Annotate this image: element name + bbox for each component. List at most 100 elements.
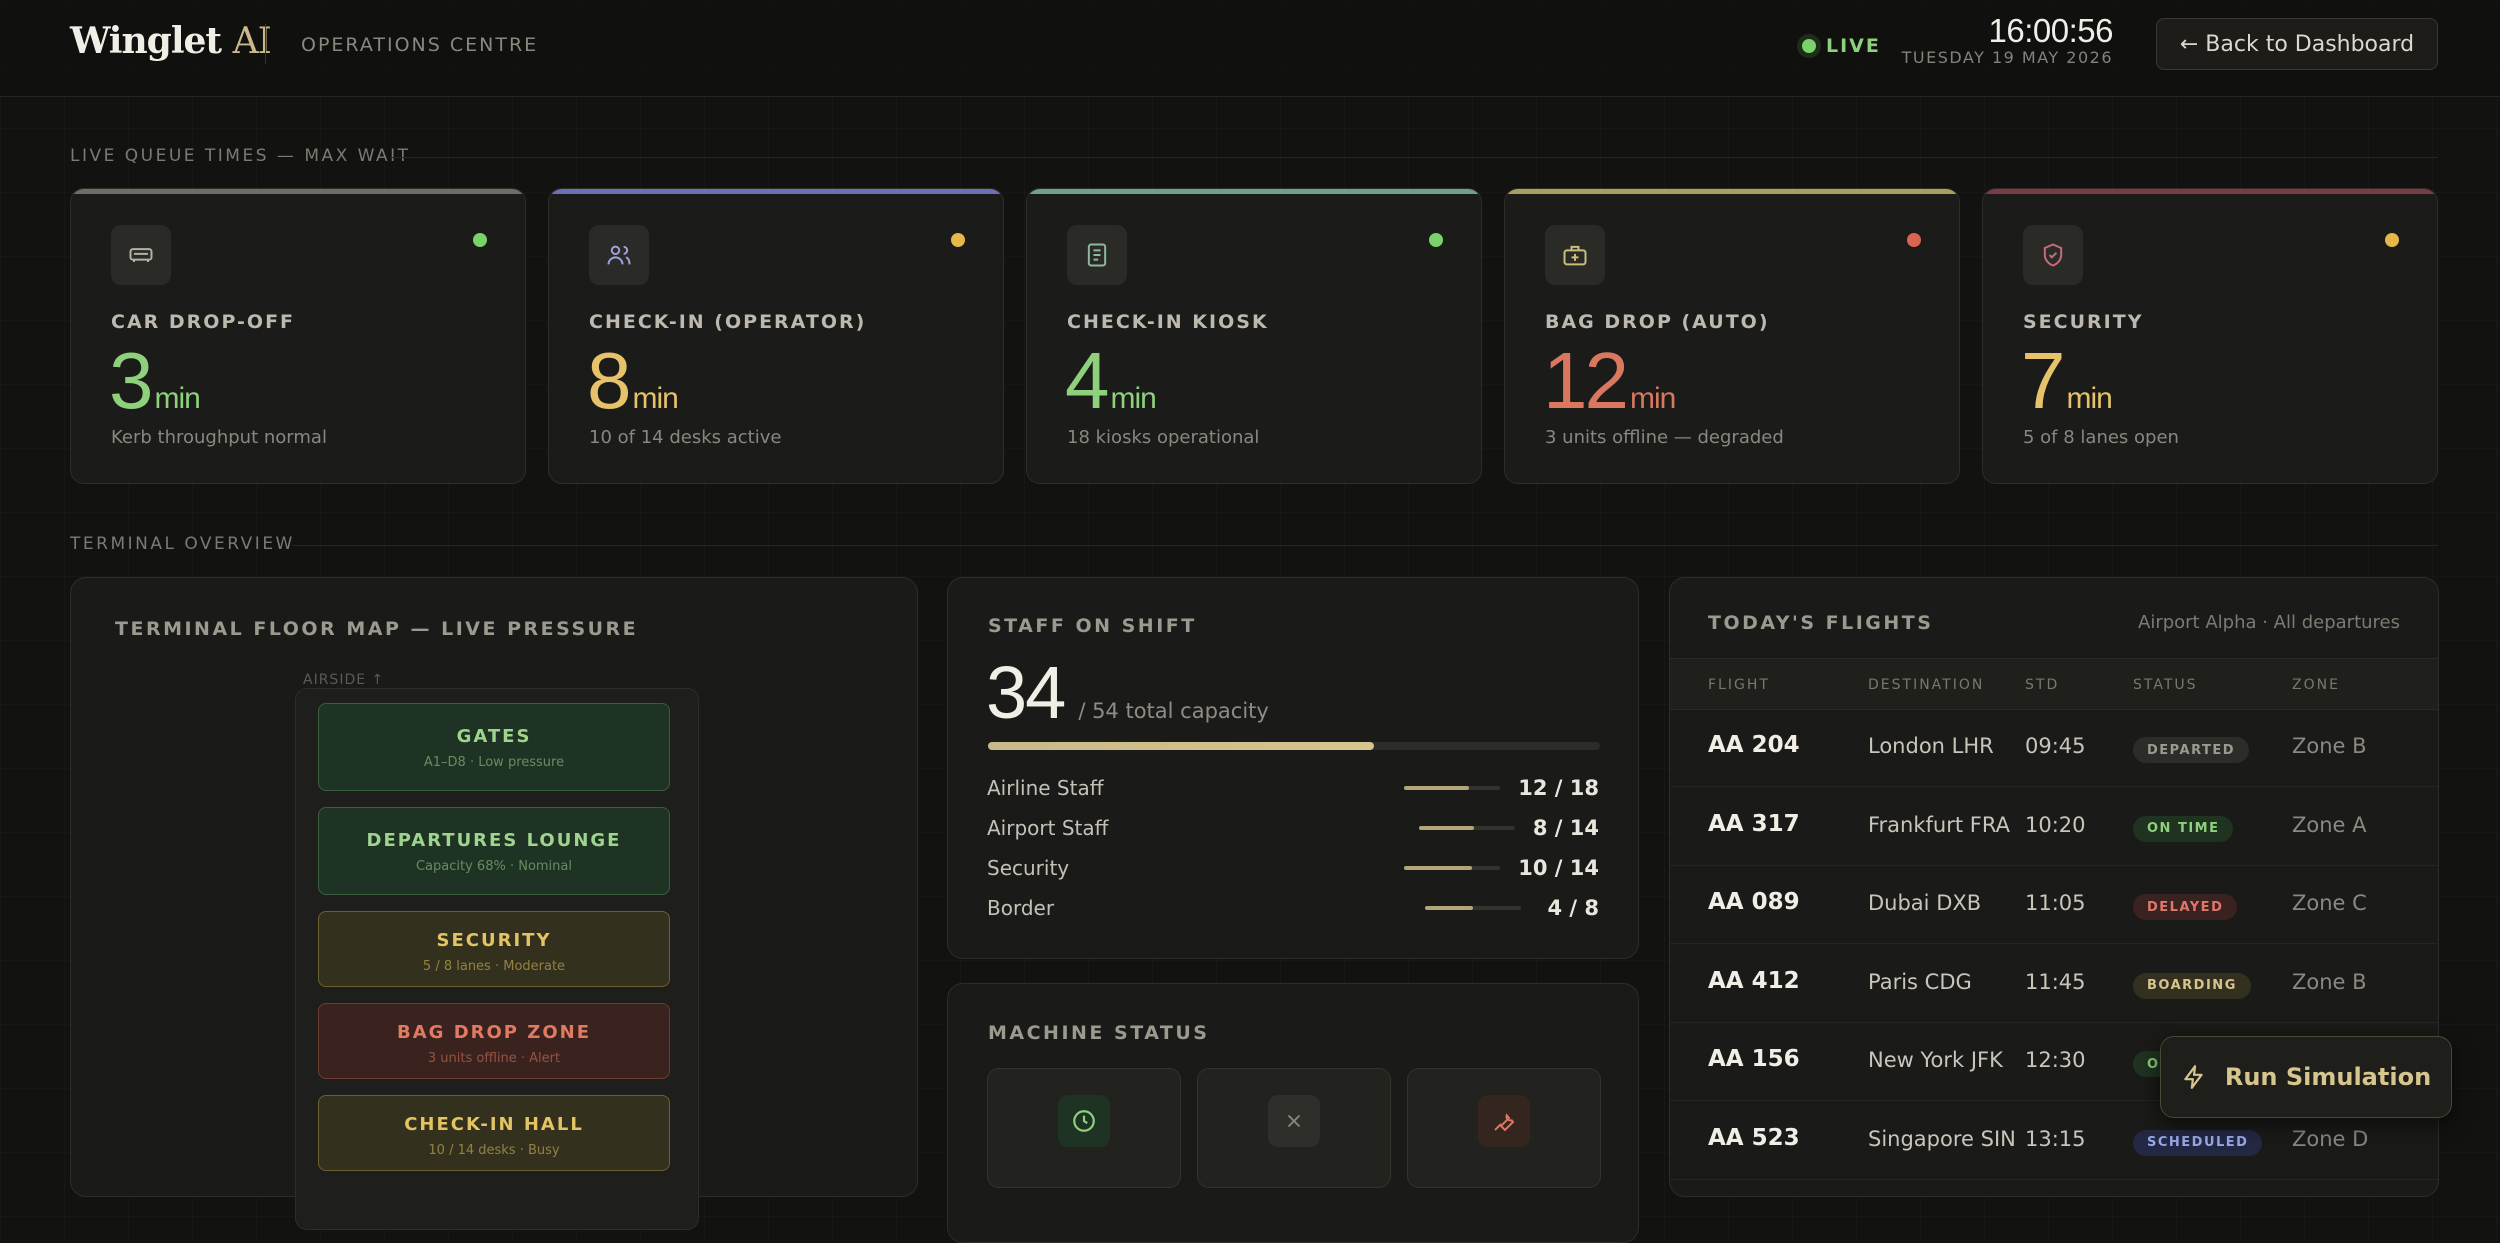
machine-card-maintenance[interactable] — [1407, 1068, 1601, 1188]
map-zone[interactable]: GATES A1–D8 · Low pressure — [318, 703, 670, 791]
run-simulation-button[interactable]: Run Simulation — [2160, 1036, 2452, 1118]
staff-row-bar — [1425, 906, 1521, 910]
staff-row-bar — [1404, 786, 1501, 790]
live-indicator: LIVE — [1796, 32, 1887, 60]
queue-card[interactable]: CHECK-IN (OPERATOR) 8 min 10 of 14 desks ac… — [548, 188, 1004, 484]
staff-row: Airport Staff 8 / 14 — [987, 809, 1599, 847]
queue-section-label: LIVE QUEUE TIMES — MAX WAIT — [70, 146, 411, 166]
queue-card[interactable]: CAR DROP-OFF 3 min Kerb throughput normal — [70, 188, 526, 484]
queue-section-divider — [390, 157, 2438, 158]
flights-title: TODAY'S FLIGHTS — [1708, 612, 1934, 634]
queue-name: BAG DROP (AUTO) — [1545, 311, 1770, 333]
queue-name: CHECK-IN KIOSK — [1067, 311, 1269, 333]
col-zone: ZONE — [2292, 677, 2340, 693]
flight-destination: Dubai DXB — [1868, 891, 1982, 915]
flight-destination: London LHR — [1868, 734, 1994, 758]
status-dot-icon — [1907, 233, 1921, 247]
machine-card-offline[interactable] — [1197, 1068, 1391, 1188]
queue-wait: 8 min — [587, 341, 679, 421]
flight-destination: New York JFK — [1868, 1048, 2003, 1072]
staff-row-value: 10 / 14 — [1518, 856, 1599, 880]
queue-accent-bar — [1983, 189, 2437, 194]
users-icon — [589, 225, 649, 285]
queue-note: 3 units offline — degraded — [1545, 427, 1784, 448]
queue-wait: 4 min — [1065, 336, 1157, 425]
staff-row-label: Border — [987, 896, 1055, 920]
queue-accent-bar — [1505, 189, 1959, 194]
map-zone[interactable]: CHECK-IN HALL 10 / 14 desks · Busy — [318, 1095, 670, 1171]
flight-zone: Zone A — [2292, 812, 2367, 837]
map-zone[interactable]: SECURITY 5 / 8 lanes · Moderate — [318, 911, 670, 987]
map-zone-name: BAG DROP ZONE — [397, 1022, 591, 1043]
flight-std: 13:15 — [2025, 1126, 2086, 1151]
flight-status-badge: DEPARTED — [2133, 737, 2250, 763]
run-simulation-label: Run Simulation — [2224, 1063, 2432, 1091]
map-zone[interactable]: BAG DROP ZONE 3 units offline · Alert — [318, 1003, 670, 1079]
queue-note: 18 kiosks operational — [1067, 427, 1260, 448]
flight-number: AA 412 — [1708, 967, 1800, 994]
back-to-dashboard-button[interactable]: ← Back to Dashboard — [2156, 18, 2438, 70]
staff-row-label: Airline Staff — [987, 776, 1104, 800]
staff-capacity-bar — [988, 742, 1600, 750]
staff-capacity-text: / 54 total capacity — [1078, 699, 1269, 723]
queue-accent-bar — [549, 189, 1003, 194]
flight-row[interactable]: AA 317 Frankfurt FRA 10:20 ON TIME Zone A — [1670, 787, 2438, 866]
clock: 16:00:56 TUESDAY 19 MAY 2026 — [1902, 12, 2114, 67]
live-dot-icon — [1802, 39, 1816, 53]
queue-wait-unit: min — [2066, 382, 2113, 415]
flight-std: 11:05 — [2025, 891, 2086, 915]
flight-row[interactable]: AA 204 London LHR 09:45 DEPARTED Zone B — [1670, 708, 2438, 787]
queue-wait-unit: min — [1110, 382, 1157, 415]
queue-wait: 7 min — [2021, 336, 2113, 425]
queue-note: 10 of 14 desks active — [589, 427, 782, 448]
queue-wait-value: 7 — [2021, 336, 2065, 425]
col-std: STD — [2025, 677, 2060, 693]
queue-card[interactable]: CHECK-IN KIOSK 4 min 18 kiosks operational — [1026, 188, 1482, 484]
map-zone-detail: A1–D8 · Low pressure — [423, 755, 565, 770]
map-zone-name: GATES — [456, 726, 532, 747]
live-label: LIVE — [1826, 35, 1881, 57]
map-zone-name: SECURITY — [436, 930, 552, 951]
queue-note: Kerb throughput normal — [111, 427, 327, 448]
status-dot-icon — [951, 233, 965, 247]
staff-capacity-fill — [988, 742, 1374, 750]
queue-card[interactable]: SECURITY 7 min 5 of 8 lanes open — [1982, 188, 2438, 484]
queue-wait-value: 12 — [1543, 336, 1629, 425]
map-zone-name: DEPARTURES LOUNGE — [366, 830, 622, 851]
shield-icon — [2023, 225, 2083, 285]
queue-name: CHECK-IN (OPERATOR) — [589, 311, 867, 333]
map-zone-detail: Capacity 68% · Nominal — [415, 859, 572, 874]
status-dot-icon — [473, 233, 487, 247]
flight-std: 09:45 — [2025, 734, 2086, 758]
machine-status-title: MACHINE STATUS — [988, 1022, 1210, 1044]
overview-section-label: TERMINAL OVERVIEW — [70, 534, 295, 554]
flight-row[interactable]: AA 089 Dubai DXB 11:05 DELAYED Zone C — [1670, 865, 2438, 944]
flight-std: 11:45 — [2025, 969, 2086, 994]
clock-icon — [1058, 1095, 1110, 1147]
queue-wait-value: 3 — [109, 336, 153, 425]
lightning-icon — [2184, 1065, 2203, 1089]
map-zone[interactable]: DEPARTURES LOUNGE Capacity 68% · Nominal — [318, 807, 670, 895]
queue-accent-bar — [1027, 189, 1481, 194]
machine-card-clock[interactable] — [987, 1068, 1181, 1188]
queue-wait-value: 4 — [1065, 336, 1109, 425]
app-logo[interactable]: Winglet AI — [70, 20, 272, 62]
queue-wait-unit: min — [154, 382, 201, 415]
flight-number: AA 204 — [1708, 732, 1800, 758]
staff-row-fill — [1404, 866, 1473, 870]
overview-section-divider — [292, 545, 2438, 546]
flight-number: AA 089 — [1708, 889, 1800, 915]
queue-card[interactable]: BAG DROP (AUTO) 12 min 3 units offline — de… — [1504, 188, 1960, 484]
flight-zone: Zone B — [2292, 734, 2367, 758]
staff-row-bar — [1404, 866, 1501, 870]
flights-table-header: FLIGHT DESTINATION STD STATUS ZONE — [1670, 658, 2438, 710]
flight-status-badge: ON TIME — [2133, 815, 2234, 842]
queue-accent-bar — [71, 189, 525, 194]
map-zone-detail: 10 / 14 desks · Busy — [428, 1143, 560, 1158]
col-status: STATUS — [2133, 677, 2198, 693]
flight-zone: Zone D — [2292, 1126, 2369, 1151]
flight-row[interactable]: AA 412 Paris CDG 11:45 BOARDING Zone B — [1670, 944, 2438, 1023]
flight-status-badge: SCHEDULED — [2133, 1129, 2263, 1156]
flight-status-badge: DELAYED — [2133, 894, 2238, 920]
kiosk-icon — [1067, 225, 1127, 285]
